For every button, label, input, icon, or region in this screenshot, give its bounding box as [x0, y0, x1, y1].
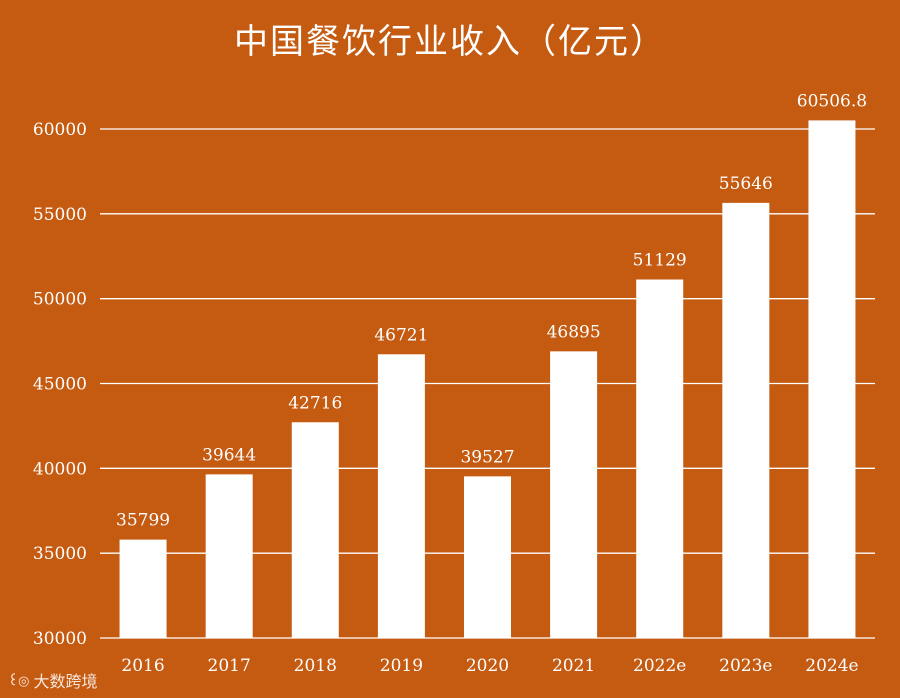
bar: [205, 474, 253, 638]
bar: [636, 279, 684, 638]
x-tick-label: 2022e: [633, 656, 686, 676]
x-tick-label: 2020: [466, 656, 509, 676]
x-tick-label: 2016: [121, 656, 164, 676]
watermark: ꒰◎ 大数跨境: [8, 668, 98, 692]
data-label: 60506.8: [797, 91, 867, 111]
chart-title: 中国餐饮行业收入（亿元）: [234, 22, 666, 62]
watermark-text: 大数跨境: [33, 672, 98, 691]
y-tick-label: 60000: [33, 120, 87, 140]
bar: [722, 202, 770, 638]
y-tick-label: 55000: [33, 205, 87, 225]
data-label: 39527: [460, 447, 514, 467]
data-label: 51129: [633, 251, 687, 271]
bar: [464, 476, 511, 638]
x-tick-label: 2019: [380, 656, 423, 676]
bar: [119, 539, 167, 638]
x-tick-label: 2021: [552, 656, 595, 676]
y-tick-label: 30000: [33, 629, 87, 649]
data-label: 39644: [202, 445, 256, 465]
data-label: 42716: [288, 393, 342, 413]
x-tick-label: 2017: [208, 656, 251, 676]
bar: [808, 120, 856, 638]
data-label: 46895: [547, 322, 601, 342]
bar: [377, 354, 425, 638]
y-tick-label: 35000: [33, 544, 87, 564]
y-tick-label: 45000: [33, 375, 87, 395]
y-tick-label: 40000: [33, 459, 87, 479]
data-label: 35799: [116, 511, 170, 531]
data-label: 46721: [374, 325, 428, 345]
x-tick-label: 2024e: [805, 656, 858, 676]
bar: [550, 351, 598, 638]
logo-icon: ꒰◎: [8, 673, 30, 689]
x-tick-label: 2018: [294, 656, 337, 676]
y-tick-label: 50000: [33, 290, 87, 310]
data-label: 55646: [719, 174, 773, 194]
x-tick-label: 2023e: [719, 656, 772, 676]
bar: [291, 422, 339, 638]
